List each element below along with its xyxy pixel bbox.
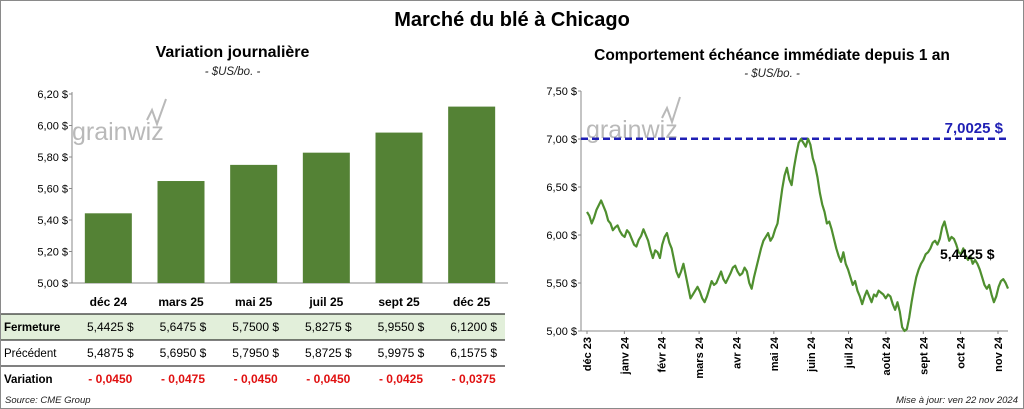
bar: [230, 164, 278, 283]
line-chart: grainwiz 5,00 $ 5,50 $ 6,00 $ 6,50 $ 7,00 $ 7…: [546, 86, 1010, 379]
watermark-mark: [146, 98, 167, 127]
price-line-group: [586, 137, 1010, 333]
table-cell-variation: - 0,0450: [88, 372, 132, 386]
y-tick-label: 5,00 $: [37, 278, 68, 290]
x-axis-labels: déc 23 janv 24 févr 24 mars 24 avr 24 mai 24 j…: [582, 331, 1005, 379]
data-table: Fermeture 5,4425 $ 5,6475 $ 5,7500 $ 5,8275 …: [1, 313, 505, 386]
x-tick-label: nov 24: [993, 336, 1005, 372]
y-tick-label: 5,40 $: [37, 215, 68, 227]
table-cell-variation: - 0,0375: [452, 372, 496, 386]
watermark-text: grainwiz: [72, 118, 164, 146]
table-cell-precedent: 5,9975 $: [378, 346, 425, 360]
y-tick-label: 5,00 $: [546, 326, 577, 338]
source-note: Source: CME Group: [5, 395, 91, 406]
x-tick-label: oct 24: [956, 336, 968, 369]
table-cell-precedent: 5,6950 $: [160, 346, 207, 360]
row-label-variation: Variation: [4, 374, 53, 386]
table-cell-precedent: 6,1575 $: [450, 346, 497, 360]
x-tick-label: déc 24: [90, 295, 128, 309]
left-chart-unit: - $US/bo. -: [204, 66, 261, 78]
left-chart-title: Variation journalière: [155, 44, 310, 61]
x-tick-label: mars 24: [694, 336, 706, 378]
table-cell-fermeture: 5,6475 $: [160, 320, 207, 334]
fermeture-row-bg: [1, 314, 505, 340]
x-tick-label: déc 25: [453, 295, 491, 309]
y-tick-label: 5,80 $: [37, 152, 68, 164]
table-cell-fermeture: 5,9550 $: [378, 320, 425, 334]
table-cell-variation: - 0,0475: [161, 372, 205, 386]
last-price-label: 5,4425 $: [940, 246, 995, 262]
table-cell-variation: - 0,0425: [379, 372, 423, 386]
bar: [302, 152, 350, 283]
x-tick-label: juin 24: [806, 336, 818, 373]
y-tick-label: 6,50 $: [546, 182, 577, 194]
bar: [448, 106, 496, 283]
table-cell-fermeture: 5,4425 $: [87, 320, 134, 334]
table-cell-fermeture: 6,1200 $: [450, 320, 497, 334]
left-y-axis: 5,00 $ 5,20 $ 5,40 $ 5,60 $ 5,80 $ 6,00 $ 6,20…: [37, 89, 508, 290]
bar-chart: grainwiz 5,00 $ 5,20 $ 5,40 $ 5,60 $ 5,80 $ 6…: [1, 89, 508, 386]
x-tick-label: févr 24: [657, 336, 669, 372]
left-watermark: grainwiz: [72, 98, 167, 146]
bars-group: [84, 106, 496, 283]
x-tick-label: avr 24: [731, 336, 743, 369]
x-tick-label: juil 24: [844, 336, 856, 369]
table-cell-precedent: 5,4875 $: [87, 346, 134, 360]
x-tick-label: mai 25: [235, 295, 273, 309]
table-cell-precedent: 5,8725 $: [305, 346, 352, 360]
x-tick-label: août 24: [881, 336, 893, 375]
y-tick-label: 5,50 $: [546, 278, 577, 290]
x-tick-label: déc 23: [582, 337, 594, 371]
main-title: Marché du blé à Chicago: [394, 9, 630, 31]
row-label-precedent: Précédent: [4, 348, 57, 360]
y-tick-label: 6,00 $: [546, 230, 577, 242]
max-price-label: 7,0025 $: [945, 120, 1004, 137]
y-tick-label: 6,00 $: [37, 121, 68, 133]
right-watermark: grainwiz: [586, 96, 681, 144]
x-tick-label: sept 24: [918, 336, 930, 375]
table-cell-fermeture: 5,7500 $: [232, 320, 279, 334]
table-cell-precedent: 5,7950 $: [232, 346, 279, 360]
y-tick-label: 5,20 $: [37, 247, 68, 259]
watermark-mark: [661, 96, 681, 126]
x-tick-label: sept 25: [378, 295, 420, 309]
x-axis-labels: déc 24 mars 25 mai 25 juil 25 sept 25 déc 25: [90, 295, 491, 309]
price-series-line: [586, 137, 1010, 333]
y-tick-label: 7,50 $: [546, 86, 577, 98]
update-note: Mise à jour: ven 22 nov 2024: [896, 395, 1018, 406]
right-chart-unit: - $US/bo. -: [744, 68, 800, 80]
bar: [84, 213, 132, 283]
x-tick-label: juil 25: [308, 295, 343, 309]
x-tick-label: mars 25: [158, 295, 204, 309]
y-tick-label: 6,20 $: [37, 89, 68, 101]
x-tick-label: janv 24: [619, 336, 631, 375]
table-cell-variation: - 0,0450: [306, 372, 350, 386]
right-chart-title: Comportement échéance immédiate depuis 1…: [594, 47, 950, 64]
y-tick-label: 7,00 $: [546, 134, 577, 146]
right-y-axis: 5,00 $ 5,50 $ 6,00 $ 6,50 $ 7,00 $ 7,50 $: [546, 86, 1008, 338]
x-tick-label: mai 24: [769, 336, 781, 371]
table-cell-fermeture: 5,8275 $: [305, 320, 352, 334]
table-cell-variation: - 0,0450: [234, 372, 278, 386]
bar: [157, 181, 205, 283]
row-label-fermeture: Fermeture: [4, 322, 60, 334]
y-tick-label: 5,60 $: [37, 184, 68, 196]
bar: [375, 132, 423, 283]
